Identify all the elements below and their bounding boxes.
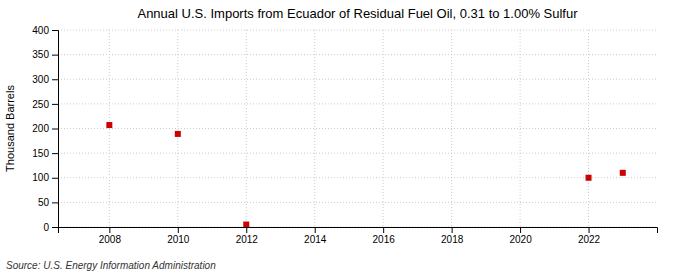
plot: 2008 2010 2012 2014 2016 2018 2020 2022 0 50 100 15… — [32, 25, 657, 245]
y-axis-tick-label: 400 — [32, 25, 49, 36]
y-axis-tick: 250 — [32, 99, 58, 110]
source: Source: U.S. Energy Information Administ… — [6, 260, 216, 271]
point — [586, 175, 592, 181]
y-axis-tick-label: 0 — [43, 222, 49, 233]
grid-line-x — [588, 30, 589, 227]
y-axis-tick-label: 200 — [32, 123, 49, 134]
y-axis-tick-mark — [52, 178, 58, 179]
x-axis-tick: 2012 — [236, 227, 259, 245]
x-axis-tick-mark — [520, 227, 521, 233]
x-axis-tick-label: 2010 — [167, 234, 190, 245]
x-axis: 2008 2010 2012 2014 2016 2018 2020 2022 — [59, 227, 658, 245]
x-axis-tick: 2014 — [304, 227, 327, 245]
grid-line-y — [58, 103, 657, 104]
x-axis-tick-mark — [383, 227, 384, 233]
y-axis-tick-mark — [52, 55, 58, 56]
x-axis-tick: 2018 — [441, 227, 464, 245]
x-axis-tick-label: 2008 — [99, 234, 122, 245]
y-axis-tick: 150 — [32, 148, 58, 159]
x-axis-tick-mark — [246, 227, 247, 233]
x-axis-tick: 2020 — [509, 227, 532, 245]
x-axis-tick-mark — [315, 227, 316, 233]
y-axis-tick-label: 350 — [32, 49, 49, 60]
x-axis-tick: 2010 — [167, 227, 190, 245]
x-axis-tick-label: 2018 — [441, 234, 464, 245]
y-axis-tick-mark — [52, 227, 58, 228]
x-axis-tick: 2016 — [373, 227, 396, 245]
y-axis-tick: 400 — [32, 25, 58, 36]
x-axis-tick-label: 2012 — [236, 234, 259, 245]
y-axis-title: Thousand Barrels — [4, 85, 16, 172]
y-axis-line — [52, 31, 59, 228]
y-axis-tick: 100 — [32, 172, 58, 183]
y-axis-tick-label: 100 — [32, 172, 49, 183]
grid-line-y — [58, 128, 657, 129]
y-axis-tick-label: 150 — [32, 148, 49, 159]
grid-line-x — [314, 30, 315, 227]
y-axis-tick: 50 — [38, 197, 58, 208]
title: Annual U.S. Imports from Ecuador of Resi… — [137, 6, 578, 21]
x-axis-tick: 2022 — [578, 227, 601, 245]
grid-line-y — [58, 177, 657, 178]
y-axis-tick-label: 50 — [38, 197, 50, 208]
y-axis-tick-mark — [52, 30, 58, 31]
x-axis-tick: 2008 — [99, 227, 122, 245]
x-axis-tick-mark — [109, 227, 110, 233]
grid-line-y — [58, 54, 657, 55]
grid-line-x — [246, 30, 247, 227]
y-axis-tick: 200 — [32, 123, 58, 134]
grid-line-y — [58, 153, 657, 154]
y-axis: 0 50 100 150 200 250 300 350 400 — [32, 25, 58, 233]
points — [106, 122, 625, 227]
point — [106, 122, 112, 128]
point — [175, 131, 181, 137]
x-axis-tick-mark — [589, 227, 590, 233]
y-axis-tick-label: 300 — [32, 74, 49, 85]
y-axis-tick-label: 250 — [32, 99, 49, 110]
grid-line-y — [58, 30, 657, 31]
grid — [58, 30, 657, 227]
x-axis-tick-label: 2022 — [578, 234, 601, 245]
chart: 2008 2010 2012 2014 2016 2018 2020 2022 0 50 100 15… — [0, 0, 675, 275]
y-axis-tick-mark — [52, 129, 58, 130]
x-axis-tick-mark — [452, 227, 453, 233]
point — [620, 170, 626, 176]
grid-line-y — [58, 79, 657, 80]
y-axis-tick-mark — [52, 104, 58, 105]
y-axis-tick: 300 — [32, 74, 58, 85]
y-axis-tick-mark — [52, 153, 58, 154]
x-axis-tick-label: 2016 — [373, 234, 396, 245]
x-axis-tick-mark — [178, 227, 179, 233]
grid-line-y — [58, 202, 657, 203]
point — [243, 222, 249, 227]
y-axis-tick-mark — [52, 202, 58, 203]
x-axis-line — [59, 228, 658, 234]
y-axis-tick: 0 — [43, 222, 58, 233]
y-axis-tick: 350 — [32, 49, 58, 60]
x-axis-tick-label: 2014 — [304, 234, 327, 245]
y-axis-tick-mark — [52, 79, 58, 80]
x-axis-tick-label: 2020 — [509, 234, 532, 245]
